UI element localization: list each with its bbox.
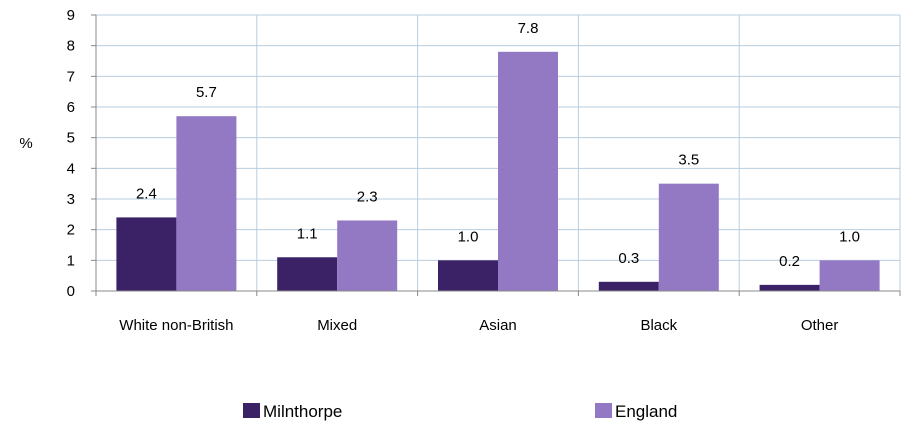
bar-milnthorpe xyxy=(277,257,338,291)
bar-england xyxy=(337,220,398,291)
y-tick-labels: 0 1 2 3 4 5 6 7 8 9 xyxy=(67,7,75,300)
x-tick-label: White non-British xyxy=(119,317,233,334)
bar-england xyxy=(176,116,237,291)
data-label: 1.0 xyxy=(458,228,479,245)
data-label: 3.5 xyxy=(678,152,699,169)
y-tick-label: 6 xyxy=(67,99,75,116)
bar-milnthorpe xyxy=(438,260,498,291)
data-labels: 2.4 5.7 1.1 2.3 1.0 7.8 0.3 3.5 0.2 1.0 xyxy=(136,20,860,270)
bar-england xyxy=(819,260,880,291)
legend-label: Milnthorpe xyxy=(263,402,342,421)
y-tick-label: 7 xyxy=(67,68,75,85)
data-label: 2.4 xyxy=(136,185,157,202)
bars xyxy=(116,51,880,291)
x-tick-label: Asian xyxy=(479,317,517,334)
y-tick-label: 8 xyxy=(67,38,75,55)
x-tick-label: Other xyxy=(801,317,839,334)
bar-milnthorpe xyxy=(598,281,659,291)
y-tick-label: 0 xyxy=(67,283,75,300)
y-tick-label: 4 xyxy=(67,160,75,177)
data-label: 2.3 xyxy=(357,188,378,205)
bar-england xyxy=(498,51,558,291)
data-label: 0.3 xyxy=(618,250,639,267)
bar-england xyxy=(658,183,719,291)
x-tick-labels: White non-British Mixed Asian Black Other xyxy=(119,317,838,334)
bar-milnthorpe xyxy=(759,284,820,291)
data-label: 1.0 xyxy=(839,228,860,245)
y-tick-label: 3 xyxy=(67,191,75,208)
axes xyxy=(91,14,901,296)
y-tick-label: 5 xyxy=(67,130,75,147)
data-label: 7.8 xyxy=(518,20,539,37)
legend-swatch xyxy=(243,403,260,418)
data-label: 1.1 xyxy=(297,225,318,242)
legend-label: England xyxy=(615,402,677,421)
x-tick-label: Mixed xyxy=(317,317,357,334)
legend-swatch xyxy=(595,403,612,418)
data-label: 5.7 xyxy=(196,84,217,101)
y-tick-label: 9 xyxy=(67,7,75,24)
y-axis-label: % xyxy=(19,135,32,152)
legend: Milnthorpe England xyxy=(243,402,677,421)
x-tick-label: Black xyxy=(640,317,677,334)
data-label: 0.2 xyxy=(779,253,800,270)
bar-milnthorpe xyxy=(116,217,177,291)
y-tick-label: 1 xyxy=(67,252,75,269)
y-tick-label: 2 xyxy=(67,222,75,239)
